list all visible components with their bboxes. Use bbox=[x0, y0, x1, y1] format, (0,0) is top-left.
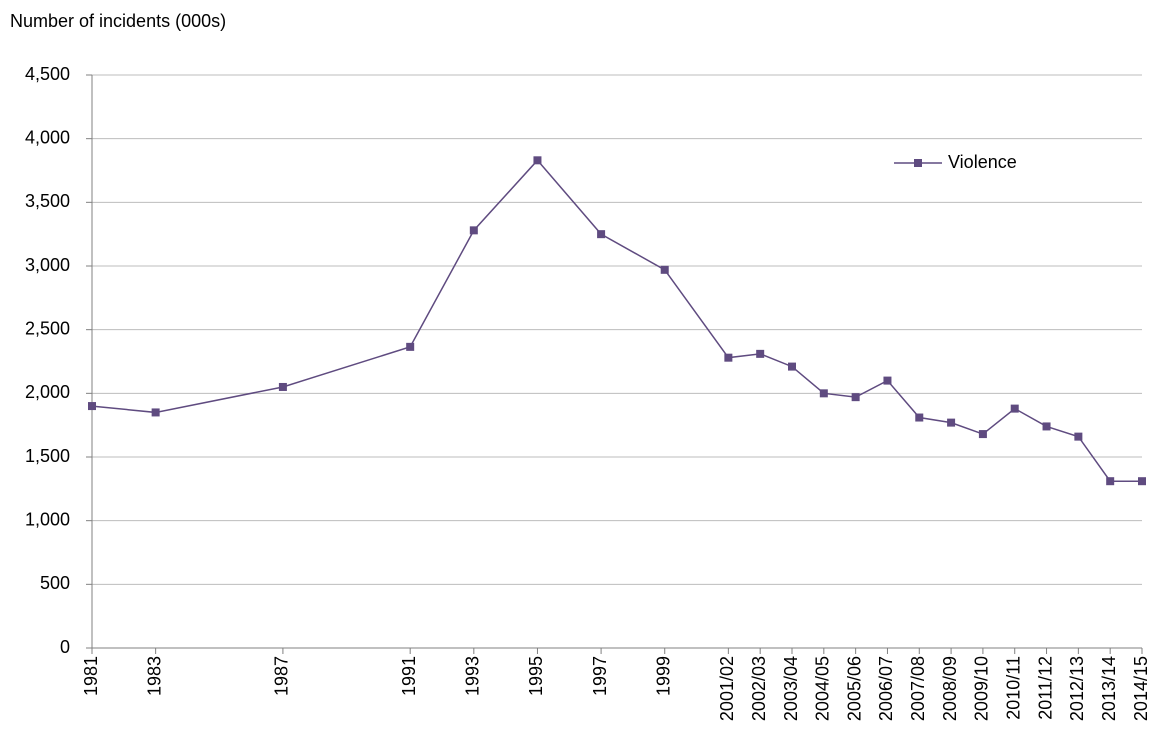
point bbox=[788, 362, 796, 371]
y-tick-label: 3,500 bbox=[25, 191, 70, 211]
x-tick-label: 2012/13 bbox=[1067, 656, 1087, 721]
point bbox=[1106, 477, 1115, 486]
point bbox=[533, 156, 542, 165]
y-tick-label: 0 bbox=[60, 637, 70, 657]
y-tick-label: 3,000 bbox=[25, 255, 70, 275]
x-tick-label: 2007/08 bbox=[908, 656, 928, 721]
x-tick-label: 2013/14 bbox=[1099, 656, 1119, 721]
y-tick-label: 2,000 bbox=[25, 382, 70, 402]
x-tick-label: 1999 bbox=[653, 656, 673, 696]
x-tick-label: 1995 bbox=[526, 656, 546, 696]
x-tick-label: 2001/02 bbox=[717, 656, 737, 721]
point bbox=[1010, 404, 1019, 413]
legend-label: Violence bbox=[948, 152, 1017, 172]
point bbox=[278, 382, 287, 391]
x-tick-label: 1983 bbox=[144, 656, 164, 696]
point bbox=[151, 408, 160, 417]
y-tick-label: 4,000 bbox=[25, 127, 70, 147]
x-tick-label: 1993 bbox=[463, 656, 483, 696]
point bbox=[978, 430, 987, 439]
point bbox=[883, 376, 892, 385]
x-tick-label: 2011/12 bbox=[1035, 656, 1055, 720]
point bbox=[406, 342, 415, 351]
point bbox=[1042, 422, 1051, 431]
point bbox=[88, 402, 96, 411]
x-tick-label: 2008/09 bbox=[940, 656, 960, 721]
x-tick-label: 1987 bbox=[272, 656, 292, 696]
chart-title: Number of incidents (000s) bbox=[10, 11, 226, 31]
legend-marker bbox=[914, 159, 922, 167]
series-line bbox=[91, 159, 1142, 482]
point bbox=[1074, 432, 1083, 441]
x-tick-label: 2003/04 bbox=[781, 656, 801, 721]
x-tick-label: 2010/11 bbox=[1003, 656, 1023, 720]
y-tick-label: 1,000 bbox=[25, 509, 70, 529]
x-tick-label: 2002/03 bbox=[749, 656, 769, 721]
x-tick-label: 2006/07 bbox=[876, 656, 896, 721]
x-tick-label: 2009/10 bbox=[972, 656, 992, 721]
x-tick-label: 2014/15 bbox=[1131, 656, 1151, 721]
point bbox=[756, 349, 765, 358]
x-tick-label: 2005/06 bbox=[844, 656, 864, 721]
point bbox=[1138, 477, 1146, 486]
point bbox=[851, 393, 860, 402]
y-tick-label: 1,500 bbox=[25, 446, 70, 466]
point bbox=[469, 226, 478, 235]
point bbox=[660, 265, 669, 274]
x-tick-label: 1991 bbox=[399, 656, 419, 696]
y-tick-label: 4,500 bbox=[25, 64, 70, 84]
point bbox=[724, 353, 733, 362]
x-tick-label: 1997 bbox=[590, 656, 610, 696]
point bbox=[819, 389, 828, 398]
x-tick-label: 2004/05 bbox=[813, 656, 833, 721]
point bbox=[947, 418, 956, 427]
y-tick-label: 2,500 bbox=[25, 318, 70, 338]
point bbox=[597, 230, 606, 239]
y-tick-label: 500 bbox=[40, 573, 70, 593]
point bbox=[915, 413, 924, 422]
x-tick-label: 1981 bbox=[81, 656, 101, 696]
